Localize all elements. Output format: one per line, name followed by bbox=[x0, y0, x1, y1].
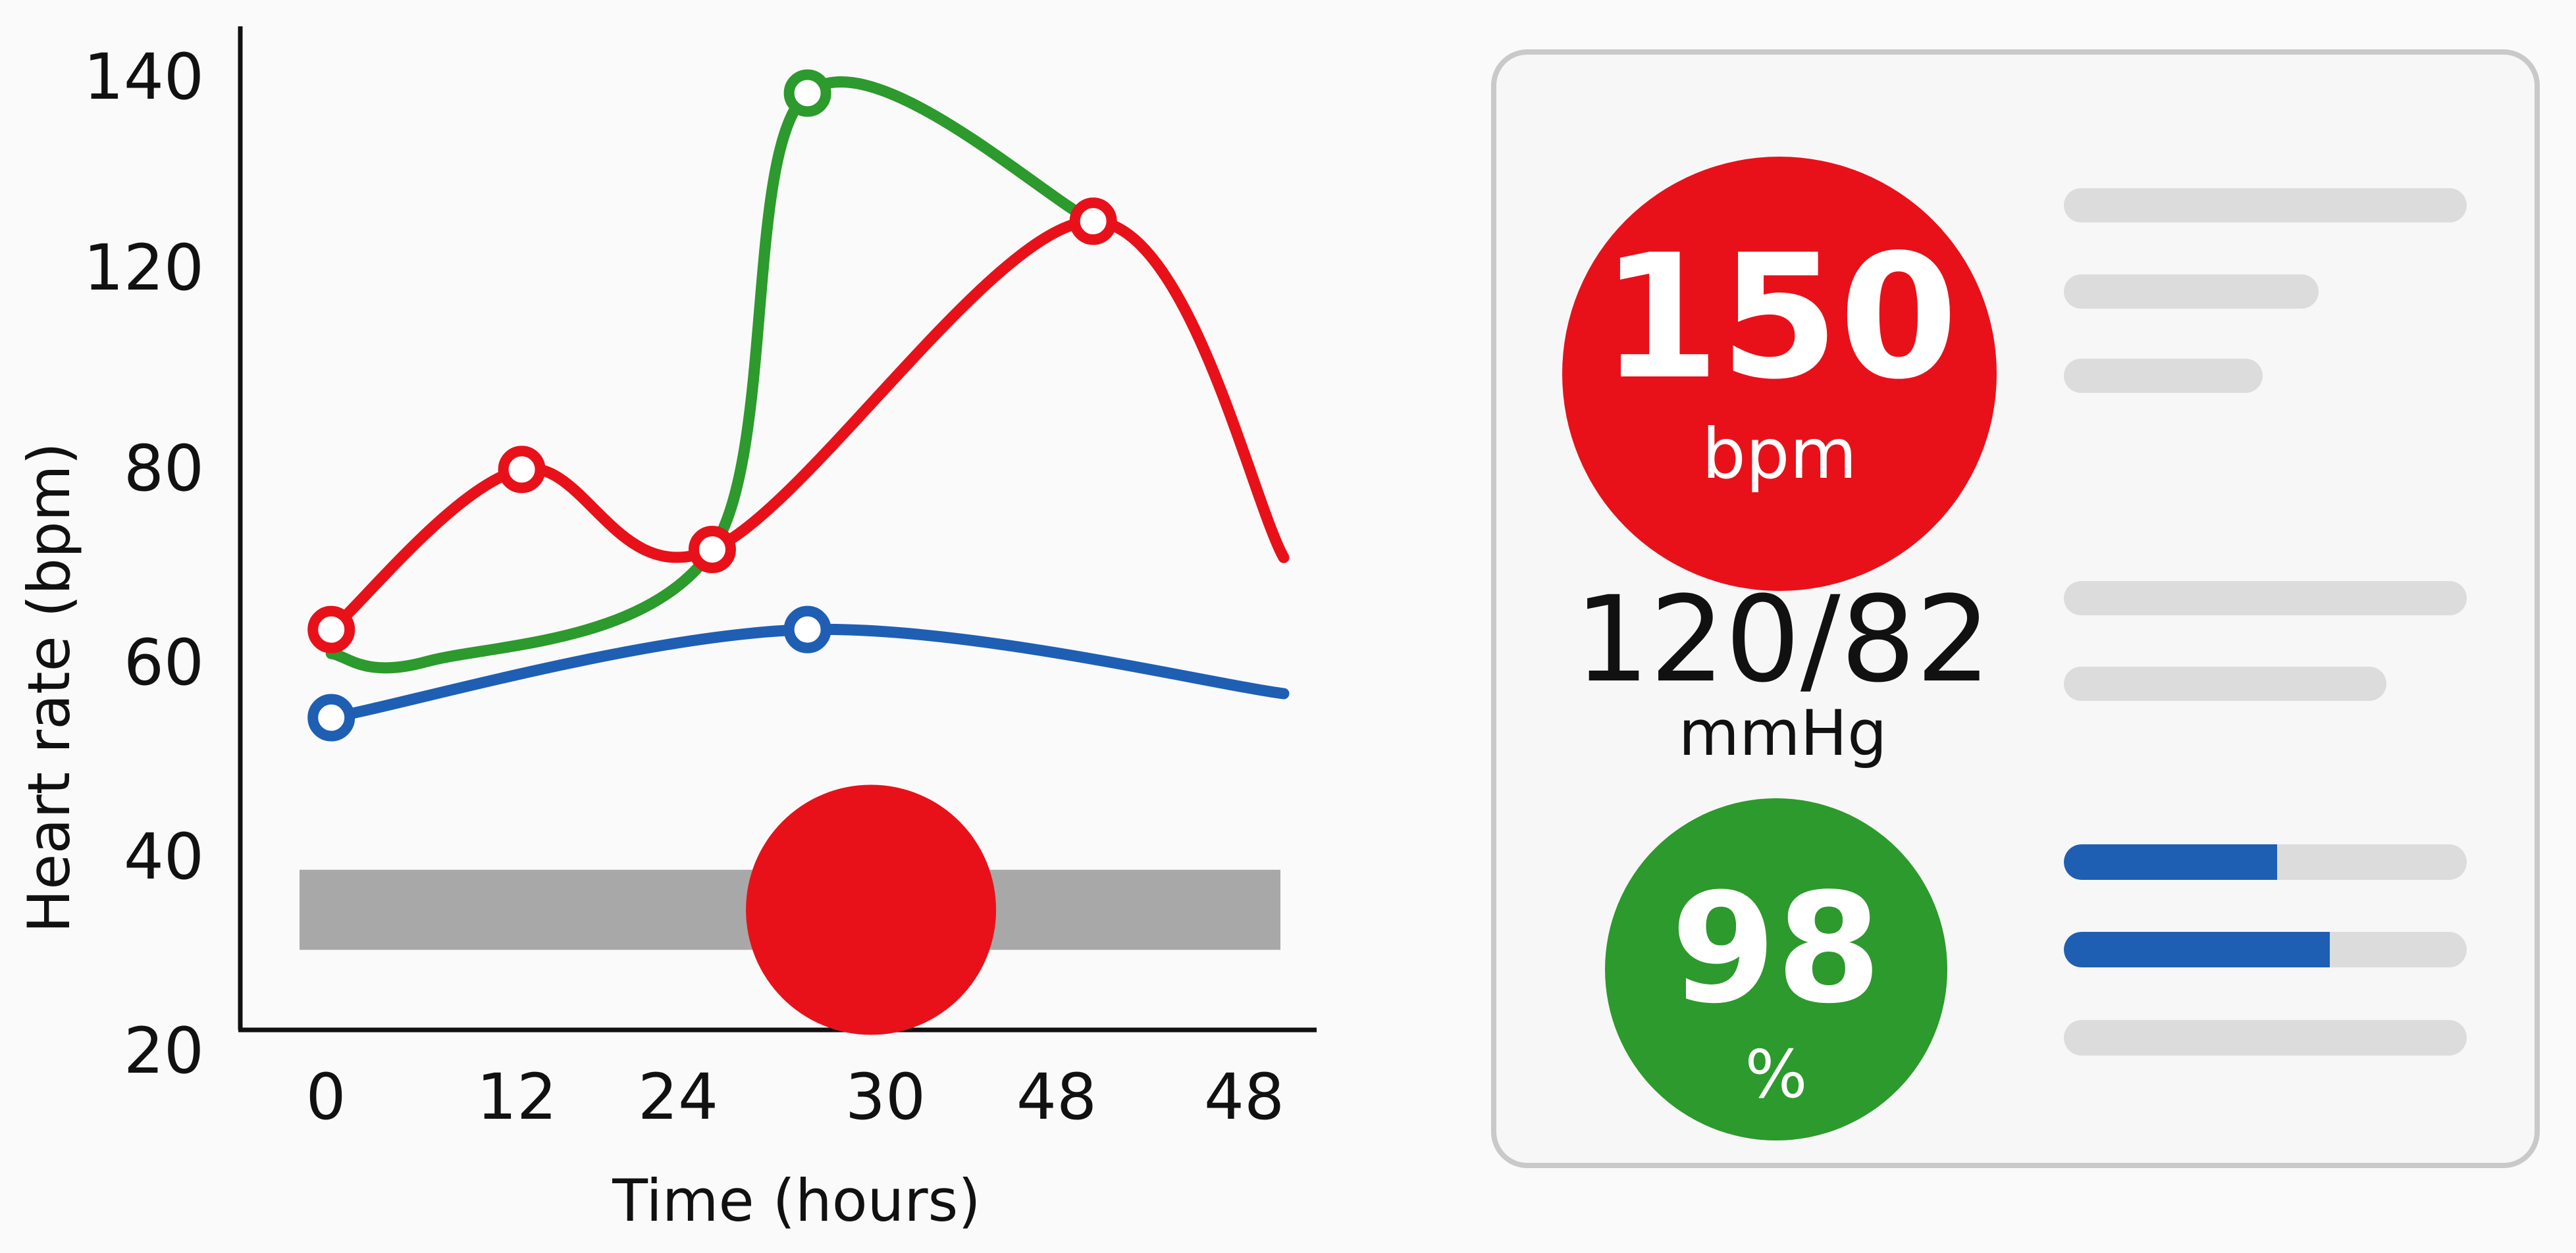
y-tick-label: 140 bbox=[84, 40, 204, 114]
spo2-level-bar-1 bbox=[2064, 844, 2467, 880]
data-point-marker bbox=[307, 605, 355, 653]
vitals-panel: 150 bpm 120/82 mmHg 98 % bbox=[1491, 49, 2540, 1168]
data-point-marker bbox=[498, 446, 546, 494]
y-axis-title: Heart rate (bpm) bbox=[15, 442, 83, 933]
blood-pressure-detail-bar-1 bbox=[2064, 581, 2467, 615]
heart-rate-unit: bpm bbox=[1702, 414, 1857, 494]
x-tick-label: 12 bbox=[477, 1060, 557, 1134]
series-line bbox=[325, 76, 1099, 674]
x-tick-label: 24 bbox=[638, 1060, 718, 1134]
heart-rate-detail-bar-1 bbox=[2064, 188, 2467, 222]
x-tick-label: 30 bbox=[845, 1060, 926, 1134]
spo2-level-bar-2 bbox=[2064, 932, 2467, 967]
x-tick-label: 48 bbox=[1016, 1060, 1097, 1134]
blood-pressure-unit: mmHg bbox=[1678, 698, 1887, 770]
heart-rate-detail-bar-3 bbox=[2064, 359, 2263, 393]
spo2-unit: % bbox=[1745, 1036, 1808, 1113]
y-tick-label: 40 bbox=[124, 820, 204, 894]
spo2-circle: 98 % bbox=[1605, 798, 1947, 1140]
heart-rate-circle: 150 bpm bbox=[1562, 157, 1997, 591]
blood-pressure-value: 120/82 bbox=[1574, 571, 1991, 709]
blood-pressure-detail-bar-2 bbox=[2064, 667, 2386, 701]
heart-rate-chart: 140 120 80 60 40 20 0 12 24 30 48 48 Time (hours) H… bbox=[15, 26, 1317, 1235]
data-point-marker bbox=[783, 605, 831, 653]
indicator-dot bbox=[746, 784, 997, 1035]
x-tick-label: 48 bbox=[1204, 1060, 1284, 1134]
data-point-marker bbox=[1069, 197, 1117, 245]
heart-rate-value: 150 bbox=[1600, 218, 1958, 417]
x-axis-title: Time (hours) bbox=[612, 1167, 980, 1235]
x-tick-label: 0 bbox=[305, 1060, 346, 1134]
data-point-marker bbox=[688, 526, 736, 573]
spo2-level-fill-2 bbox=[2064, 932, 2330, 967]
data-point-marker bbox=[307, 694, 355, 742]
y-tick-label: 20 bbox=[124, 1014, 204, 1088]
heart-rate-detail-bar-2 bbox=[2064, 274, 2319, 309]
y-tick-label: 80 bbox=[124, 432, 204, 505]
spo2-value: 98 bbox=[1670, 861, 1882, 1037]
series-line bbox=[325, 215, 1290, 636]
y-tick-label: 120 bbox=[84, 231, 204, 305]
spo2-level-fill-1 bbox=[2064, 844, 2278, 880]
spo2-level-bar-3 bbox=[2064, 1020, 2467, 1056]
y-tick-label: 60 bbox=[124, 626, 204, 700]
data-point-marker bbox=[783, 69, 831, 117]
